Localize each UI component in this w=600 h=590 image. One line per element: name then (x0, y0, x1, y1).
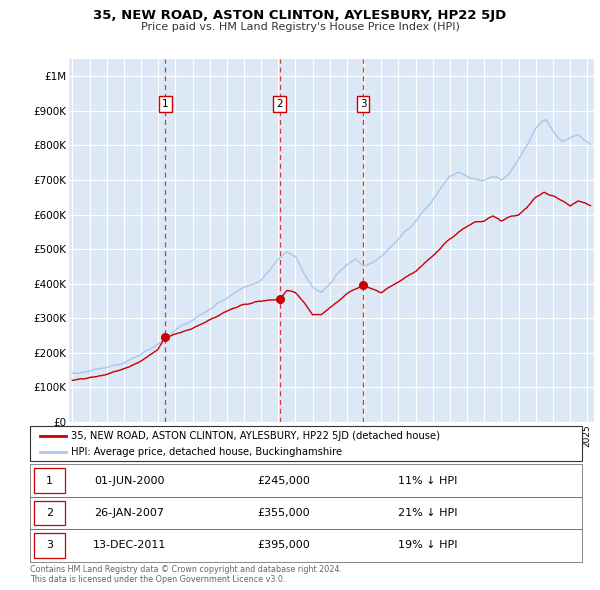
Text: 3: 3 (46, 540, 53, 550)
Text: 11% ↓ HPI: 11% ↓ HPI (398, 476, 457, 486)
Bar (34, 468, 65, 493)
Text: 26-JAN-2007: 26-JAN-2007 (94, 508, 164, 518)
Text: Price paid vs. HM Land Registry's House Price Index (HPI): Price paid vs. HM Land Registry's House … (140, 22, 460, 32)
Text: 1: 1 (46, 476, 53, 486)
Text: 3: 3 (360, 99, 367, 109)
Text: 1: 1 (162, 99, 169, 109)
Text: 19% ↓ HPI: 19% ↓ HPI (398, 540, 457, 550)
Text: 35, NEW ROAD, ASTON CLINTON, AYLESBURY, HP22 5JD: 35, NEW ROAD, ASTON CLINTON, AYLESBURY, … (94, 9, 506, 22)
Text: £355,000: £355,000 (257, 508, 310, 518)
Text: 01-JUN-2000: 01-JUN-2000 (94, 476, 164, 486)
Text: £395,000: £395,000 (257, 540, 310, 550)
Text: 13-DEC-2011: 13-DEC-2011 (92, 540, 166, 550)
Text: £245,000: £245,000 (257, 476, 310, 486)
Text: Contains HM Land Registry data © Crown copyright and database right 2024.
This d: Contains HM Land Registry data © Crown c… (30, 565, 342, 584)
Bar (34, 533, 65, 558)
Text: 35, NEW ROAD, ASTON CLINTON, AYLESBURY, HP22 5JD (detached house): 35, NEW ROAD, ASTON CLINTON, AYLESBURY, … (71, 431, 440, 441)
Bar (34, 501, 65, 525)
Text: 2: 2 (276, 99, 283, 109)
Text: HPI: Average price, detached house, Buckinghamshire: HPI: Average price, detached house, Buck… (71, 447, 343, 457)
Text: 2: 2 (46, 508, 53, 518)
Text: 21% ↓ HPI: 21% ↓ HPI (398, 508, 457, 518)
